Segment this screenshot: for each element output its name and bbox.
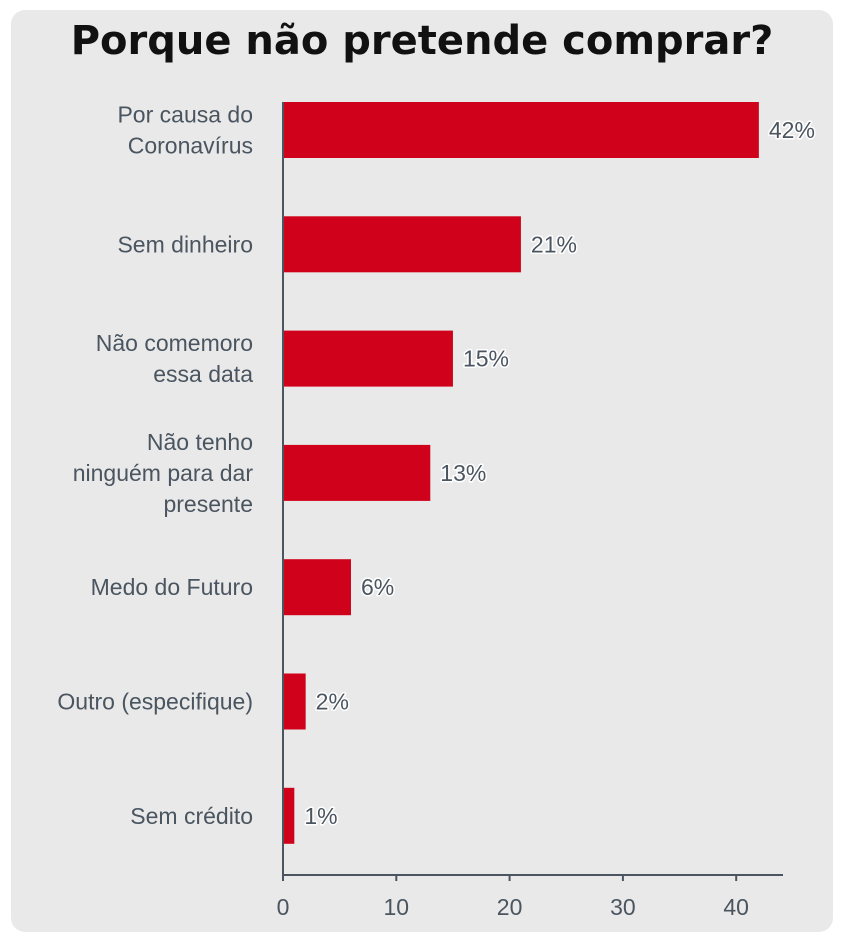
category-label-1: Por causa do Coronavírus bbox=[117, 102, 253, 159]
data-labels: 42% 21% 15% 13% 6% 2% 1% bbox=[303, 116, 817, 831]
data-label-5: 6% bbox=[361, 574, 394, 600]
category-label-line: Sem dinheiro bbox=[117, 231, 253, 257]
category-labels: Por causa do Coronavírus Sem dinheiro Não c… bbox=[57, 102, 253, 829]
category-label-line: Coronavírus bbox=[128, 133, 253, 159]
x-tick-label: 0 bbox=[277, 894, 290, 920]
bar-1 bbox=[283, 102, 759, 158]
category-label-2: Sem dinheiro bbox=[117, 231, 253, 257]
bar-4 bbox=[283, 444, 431, 501]
category-label-line: presente bbox=[163, 491, 253, 517]
x-tick-label: 10 bbox=[384, 894, 410, 920]
data-label-2: 21% bbox=[531, 231, 577, 257]
data-label-6: 2% bbox=[316, 689, 349, 715]
axes: 0 10 20 30 40 bbox=[277, 102, 783, 920]
category-label-line: Medo do Futuro bbox=[91, 574, 253, 600]
bar-7 bbox=[283, 787, 295, 844]
category-label-3: Não comemoro essa data bbox=[96, 330, 253, 387]
data-label-4: 13% bbox=[440, 460, 486, 486]
data-label-1: 42% bbox=[769, 117, 815, 143]
x-tick-label: 20 bbox=[497, 894, 523, 920]
data-label-3: 15% bbox=[463, 346, 509, 372]
category-label-line: Outro (especifique) bbox=[57, 689, 253, 715]
category-label-4: Não tenho ninguém para dar presente bbox=[73, 429, 254, 517]
category-label-line: ninguém para dar bbox=[73, 460, 254, 486]
data-label-7: 1% bbox=[304, 803, 337, 829]
bar-6 bbox=[283, 673, 306, 730]
bar-5 bbox=[283, 559, 351, 616]
category-label-line: Por causa do bbox=[117, 102, 253, 128]
x-tick-label: 30 bbox=[610, 894, 636, 920]
x-tick-label: 40 bbox=[723, 894, 749, 920]
category-label-line: essa data bbox=[153, 361, 253, 387]
bars-layer bbox=[283, 102, 759, 844]
bar-3 bbox=[283, 330, 453, 387]
category-label-line: Não tenho bbox=[147, 429, 253, 455]
category-label-line: Não comemoro bbox=[96, 330, 253, 356]
category-label-line: Sem crédito bbox=[130, 803, 253, 829]
category-label-6: Outro (especifique) bbox=[57, 689, 253, 715]
bar-2 bbox=[283, 216, 521, 273]
category-label-5: Medo do Futuro bbox=[91, 574, 253, 600]
chart-title: Porque não pretende comprar? bbox=[70, 18, 774, 64]
category-label-7: Sem crédito bbox=[130, 803, 253, 829]
